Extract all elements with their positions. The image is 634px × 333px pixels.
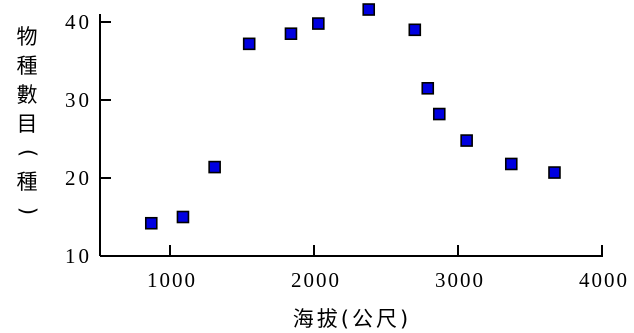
y-label-char: 種 [17, 170, 38, 194]
data-point [460, 134, 473, 147]
y-label-char: ( [16, 149, 40, 157]
y-tick-label: 30 [65, 88, 92, 112]
y-tick-label: 40 [65, 10, 92, 34]
data-point [208, 160, 221, 174]
y-tick-label: 10 [65, 244, 92, 268]
data-point [144, 216, 158, 230]
data-point [504, 157, 518, 171]
x-axis-ticks: 1000 2000 3000 4000 [147, 245, 629, 292]
y-tick-label: 20 [65, 166, 92, 190]
data-point [432, 107, 446, 121]
data-point [284, 27, 298, 41]
x-axis-label: 海拔(公尺) [293, 307, 411, 331]
data-point [421, 82, 435, 95]
x-tick-label: 1000 [147, 268, 197, 292]
y-label-char: 種 [17, 54, 38, 78]
x-tick-label: 3000 [435, 268, 485, 292]
data-point [548, 166, 561, 179]
y-label-char: 目 [17, 112, 38, 136]
y-label-char: 物 [17, 25, 38, 49]
y-label-char: 數 [17, 83, 38, 107]
data-point [408, 23, 422, 37]
x-tick-label: 4000 [579, 268, 629, 292]
x-tick-label: 2000 [291, 268, 341, 292]
data-point [242, 37, 256, 51]
data-point [312, 17, 325, 30]
data-points [144, 3, 561, 230]
y-label-char: ) [16, 207, 40, 215]
y-axis-ticks: 10 20 30 40 [65, 10, 111, 268]
data-point [362, 3, 376, 16]
data-point [176, 210, 190, 224]
